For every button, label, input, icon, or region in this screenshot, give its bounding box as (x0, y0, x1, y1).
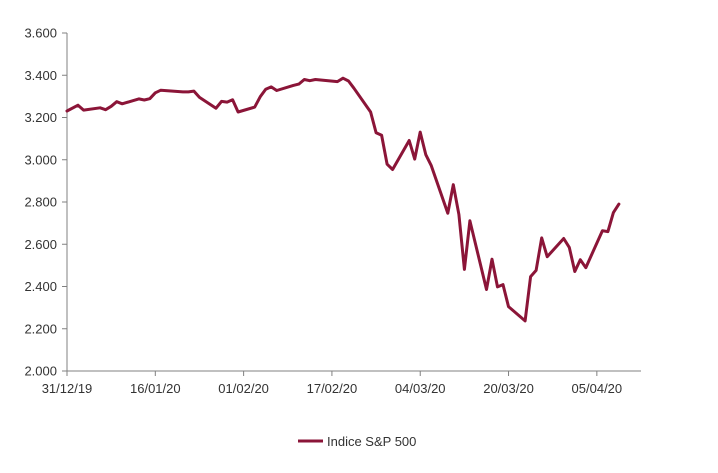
y-tick-label: 2.800 (24, 195, 57, 210)
x-tick-label: 16/01/20 (130, 381, 181, 396)
legend-label: Indice S&P 500 (327, 434, 416, 449)
y-tick-label: 3.000 (24, 152, 57, 167)
y-axis: 2.000 2.200 2.400 2.600 2.800 3.000 3.200 3.400… (24, 26, 68, 379)
series-layer (65, 76, 621, 323)
y-tick-label: 2.600 (24, 237, 57, 252)
y-tick-label: 2.200 (24, 321, 57, 336)
x-tick-label: 20/03/20 (483, 381, 534, 396)
y-tick-label: 3.400 (24, 68, 57, 83)
y-tick-label: 2.000 (24, 364, 57, 379)
series-line (65, 76, 621, 323)
y-tick-label: 2.400 (24, 279, 57, 294)
x-tick-label: 04/03/20 (395, 381, 446, 396)
y-tick-label: 3.600 (24, 26, 57, 41)
y-axis-ticks: 2.000 2.200 2.400 2.600 2.800 3.000 3.200 3.400… (24, 26, 67, 379)
x-tick-label: 01/02/20 (218, 381, 269, 396)
legend: Indice S&P 500 (298, 434, 416, 449)
x-tick-label: 31/12/19 (42, 381, 93, 396)
x-tick-label: 17/02/20 (307, 381, 358, 396)
x-axis-ticks: 31/12/19 16/01/20 01/02/20 17/02/20 04/03/20… (42, 371, 622, 396)
x-tick-label: 05/04/20 (572, 381, 623, 396)
y-tick-label: 3.200 (24, 110, 57, 125)
x-axis: 31/12/19 16/01/20 01/02/20 17/02/20 04/03/20… (42, 370, 641, 396)
